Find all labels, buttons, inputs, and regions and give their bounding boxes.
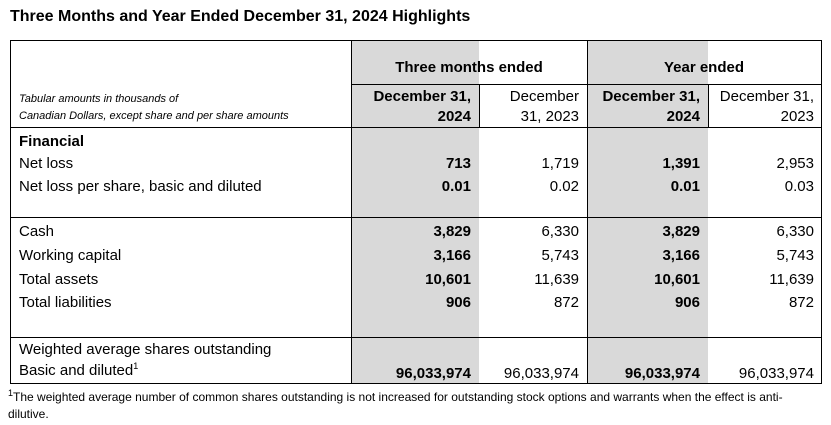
cell: 906 [674,294,700,311]
cell: 5,743 [776,247,814,264]
cell: 11,639 [769,271,814,288]
cell: 1,719 [541,155,579,172]
cell: 10,601 [654,271,700,288]
highlights-table: Three months ended Year ended Tabular am… [10,40,822,384]
row-label-working-capital: Working capital [19,247,122,264]
cell: 6,330 [776,223,814,240]
footnote-text: The weighted average number of common sh… [8,390,783,421]
group-header-three-months: Three months ended [395,59,543,76]
cell: 11,639 [534,271,579,288]
units-note-line2: Canadian Dollars, except share and per s… [19,110,289,122]
page-title: Three Months and Year Ended December 31,… [10,8,471,25]
row-label-cash: Cash [19,223,55,240]
divider-h [11,337,821,338]
cell: 0.03 [784,178,814,195]
cell: 906 [445,294,471,311]
cell: 872 [788,294,814,311]
row-label-weighted-shares: Weighted average shares outstanding [19,341,272,358]
cell: 96,033,974 [395,365,471,382]
cell: 5,743 [541,247,579,264]
row-label-basic-diluted: Basic and diluted1 [19,361,139,379]
col-header-year-2024: December 31, 2024 [602,88,700,125]
col-header-year-2023: December 31, 2023 [719,88,814,125]
group-header-year: Year ended [663,59,745,76]
col-header-q4-2024: December 31, 2024 [373,88,471,125]
cell: 1,391 [662,155,700,172]
divider-h [11,217,821,218]
cell: 2,953 [776,155,814,172]
divider-h [11,127,821,128]
row-label-net-loss-per-share: Net loss per share, basic and diluted [19,178,262,195]
units-note: Tabular amounts in thousands of Canadian… [19,91,289,125]
divider-v [351,41,352,383]
footnote-ref: 1 [133,361,139,371]
cell: 0.01 [670,178,700,195]
row-label-total-assets: Total assets [19,271,99,288]
cell: 3,829 [662,223,700,240]
cell: 3,166 [433,247,471,264]
cell: 3,166 [662,247,700,264]
col-header-q4-2023: December 31, 2023 [509,88,579,125]
cell: 96,033,974 [624,365,700,382]
cell: 0.02 [549,178,579,195]
shade-three-months-2024 [351,41,479,383]
cell: 6,330 [541,223,579,240]
units-note-line1: Tabular amounts in thousands of [19,93,179,105]
divider-h [351,84,821,85]
cell: 96,033,974 [503,365,579,382]
divider-v [587,41,588,383]
footnote: 1The weighted average number of common s… [8,385,823,423]
footnote-marker: 1 [8,388,14,398]
divider-v [708,85,709,127]
cell: 0.01 [441,178,471,195]
row-label-net-loss: Net loss [19,155,74,172]
cell: 713 [445,155,471,172]
cell: 3,829 [433,223,471,240]
divider-v [479,85,480,127]
section-financial: Financial [19,133,85,150]
shade-year-2024 [587,41,708,383]
cell: 96,033,974 [738,365,814,382]
cell: 872 [553,294,579,311]
cell: 10,601 [425,271,471,288]
row-label-total-liabilities: Total liabilities [19,294,112,311]
